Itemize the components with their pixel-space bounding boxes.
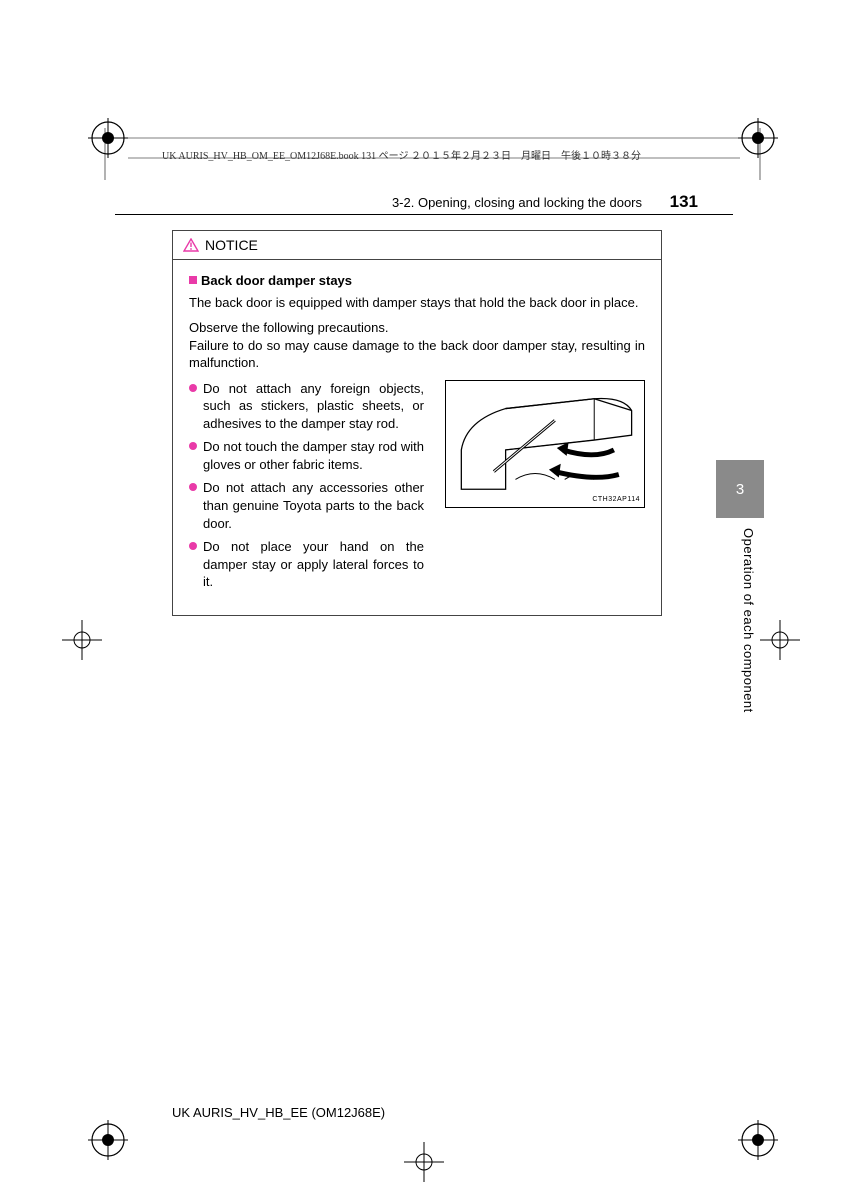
- regmark-bc: [404, 1142, 444, 1182]
- notice-body: Back door damper stays The back door is …: [173, 260, 661, 615]
- dot-icon: [189, 442, 197, 450]
- chapter-tab: 3: [716, 460, 764, 518]
- regmark-br: [738, 1120, 778, 1160]
- notice-box: NOTICE Back door damper stays The back d…: [172, 230, 662, 616]
- bullet-item: Do not place your hand on the damper sta…: [189, 538, 424, 591]
- bullet-item: Do not attach any accessories other than…: [189, 479, 424, 532]
- regmark-mr: [760, 620, 800, 660]
- notice-header: NOTICE: [173, 231, 661, 260]
- section-header: 3-2. Opening, closing and locking the do…: [300, 192, 698, 212]
- square-bullet-icon: [189, 276, 197, 284]
- chapter-side-label: Operation of each component: [741, 528, 756, 713]
- page-number: 131: [670, 192, 698, 211]
- dot-icon: [189, 384, 197, 392]
- notice-label: NOTICE: [205, 237, 258, 253]
- notice-para-2: Observe the following precautions.: [189, 319, 645, 337]
- regmark-tl: [88, 118, 128, 158]
- bullet-list: Do not attach any foreign objects, such …: [189, 380, 424, 591]
- header-rule: [115, 214, 733, 215]
- regmark-ml: [62, 620, 102, 660]
- image-reference: CTH32AP114: [592, 495, 640, 504]
- regmark-tr: [738, 118, 778, 158]
- section-title: 3-2. Opening, closing and locking the do…: [392, 195, 642, 210]
- dot-icon: [189, 542, 197, 550]
- footer-text: UK AURIS_HV_HB_EE (OM12J68E): [172, 1105, 385, 1120]
- back-door-illustration: CTH32AP114: [445, 380, 645, 508]
- bullet-item: Do not touch the damper stay rod with gl…: [189, 438, 424, 473]
- warning-triangle-icon: [183, 238, 199, 252]
- regmark-bl: [88, 1120, 128, 1160]
- notice-heading: Back door damper stays: [189, 272, 645, 290]
- notice-para-3: Failure to do so may cause damage to the…: [189, 337, 645, 372]
- file-header: UK AURIS_HV_HB_OM_EE_OM12J68E.book 131 ペ…: [162, 147, 641, 162]
- bullet-illustration-row: Do not attach any foreign objects, such …: [189, 380, 645, 591]
- bullet-item: Do not attach any foreign objects, such …: [189, 380, 424, 433]
- dot-icon: [189, 483, 197, 491]
- notice-para-1: The back door is equipped with damper st…: [189, 294, 645, 312]
